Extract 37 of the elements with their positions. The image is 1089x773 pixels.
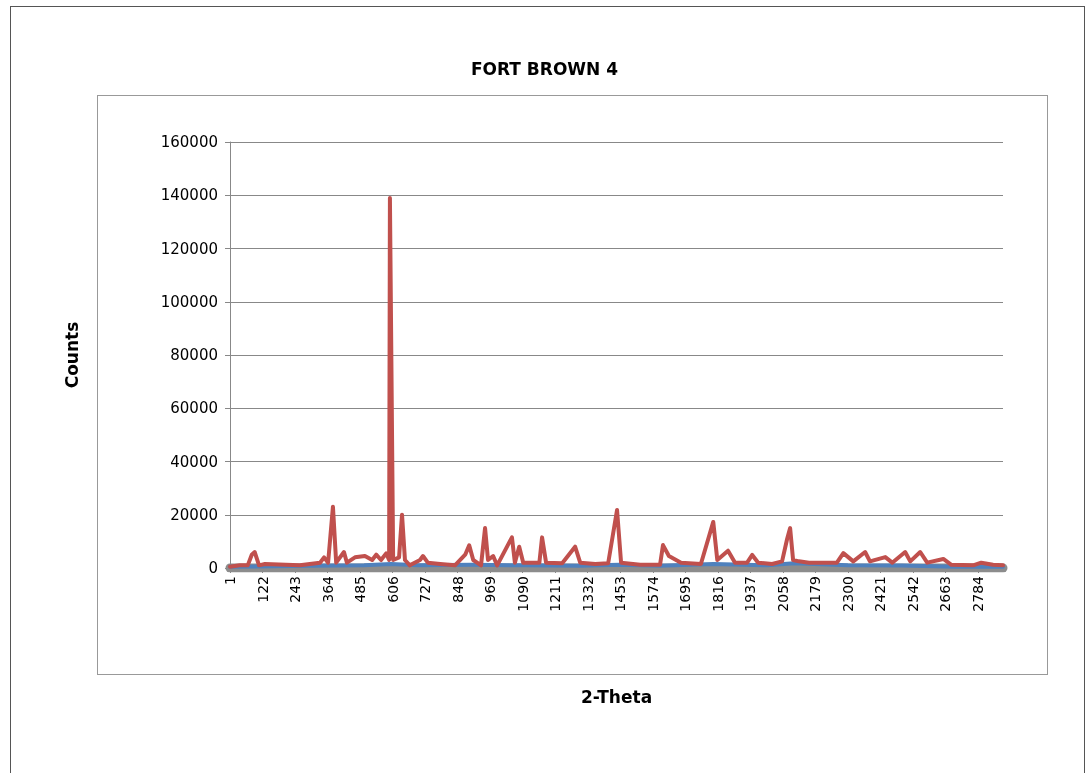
x-tick-label: 1090 <box>514 576 531 612</box>
y-tick-label: 60000 <box>170 399 218 418</box>
x-tick-label: 243 <box>287 576 304 603</box>
x-tick-label: 1574 <box>644 575 661 612</box>
x-tick-label: 1816 <box>709 575 726 612</box>
y-tick-label: 0 <box>208 559 218 577</box>
chart-title: FORT BROWN 4 <box>470 58 619 79</box>
y-tick-label: 160000 <box>160 133 218 151</box>
x-tick-label: 969 <box>482 576 499 603</box>
x-tick-label: 1332 <box>579 576 596 612</box>
y-tick-label: 40000 <box>170 452 218 471</box>
y-tick-label: 140000 <box>160 186 218 205</box>
y-tick-label: 20000 <box>170 505 218 524</box>
x-tick-label: 727 <box>417 576 434 603</box>
x-tick-label: 1695 <box>677 576 694 612</box>
y-tick-label: 120000 <box>160 239 218 258</box>
x-axis-title: 2-Theta <box>580 686 653 707</box>
x-tick-label: 364 <box>319 575 336 603</box>
x-tick-label: 2179 <box>807 576 824 612</box>
line-series <box>228 195 1005 569</box>
x-tick-label: 606 <box>384 575 401 603</box>
x-tick-label: 122 <box>254 576 271 603</box>
x-tick-label: 1453 <box>612 576 629 612</box>
x-tick-label: 1 <box>222 576 238 585</box>
x-tick-label: 1937 <box>742 576 759 612</box>
x-tick-label: 2663 <box>937 576 954 612</box>
x-tick-label: 2542 <box>904 576 921 612</box>
x-tick-label: 2058 <box>774 576 791 612</box>
x-tick-label: 2300 <box>839 576 856 612</box>
x-tick-label: 2421 <box>872 576 889 612</box>
x-tick-label: 848 <box>449 576 466 603</box>
y-tick-label: 80000 <box>170 346 218 364</box>
y-tick-label: 100000 <box>160 292 218 311</box>
y-axis-title: Counts <box>61 321 82 389</box>
x-tick-label: 485 <box>352 576 369 603</box>
x-tick-label: 2784 <box>970 575 986 612</box>
x-tick-label: 1211 <box>547 576 564 612</box>
